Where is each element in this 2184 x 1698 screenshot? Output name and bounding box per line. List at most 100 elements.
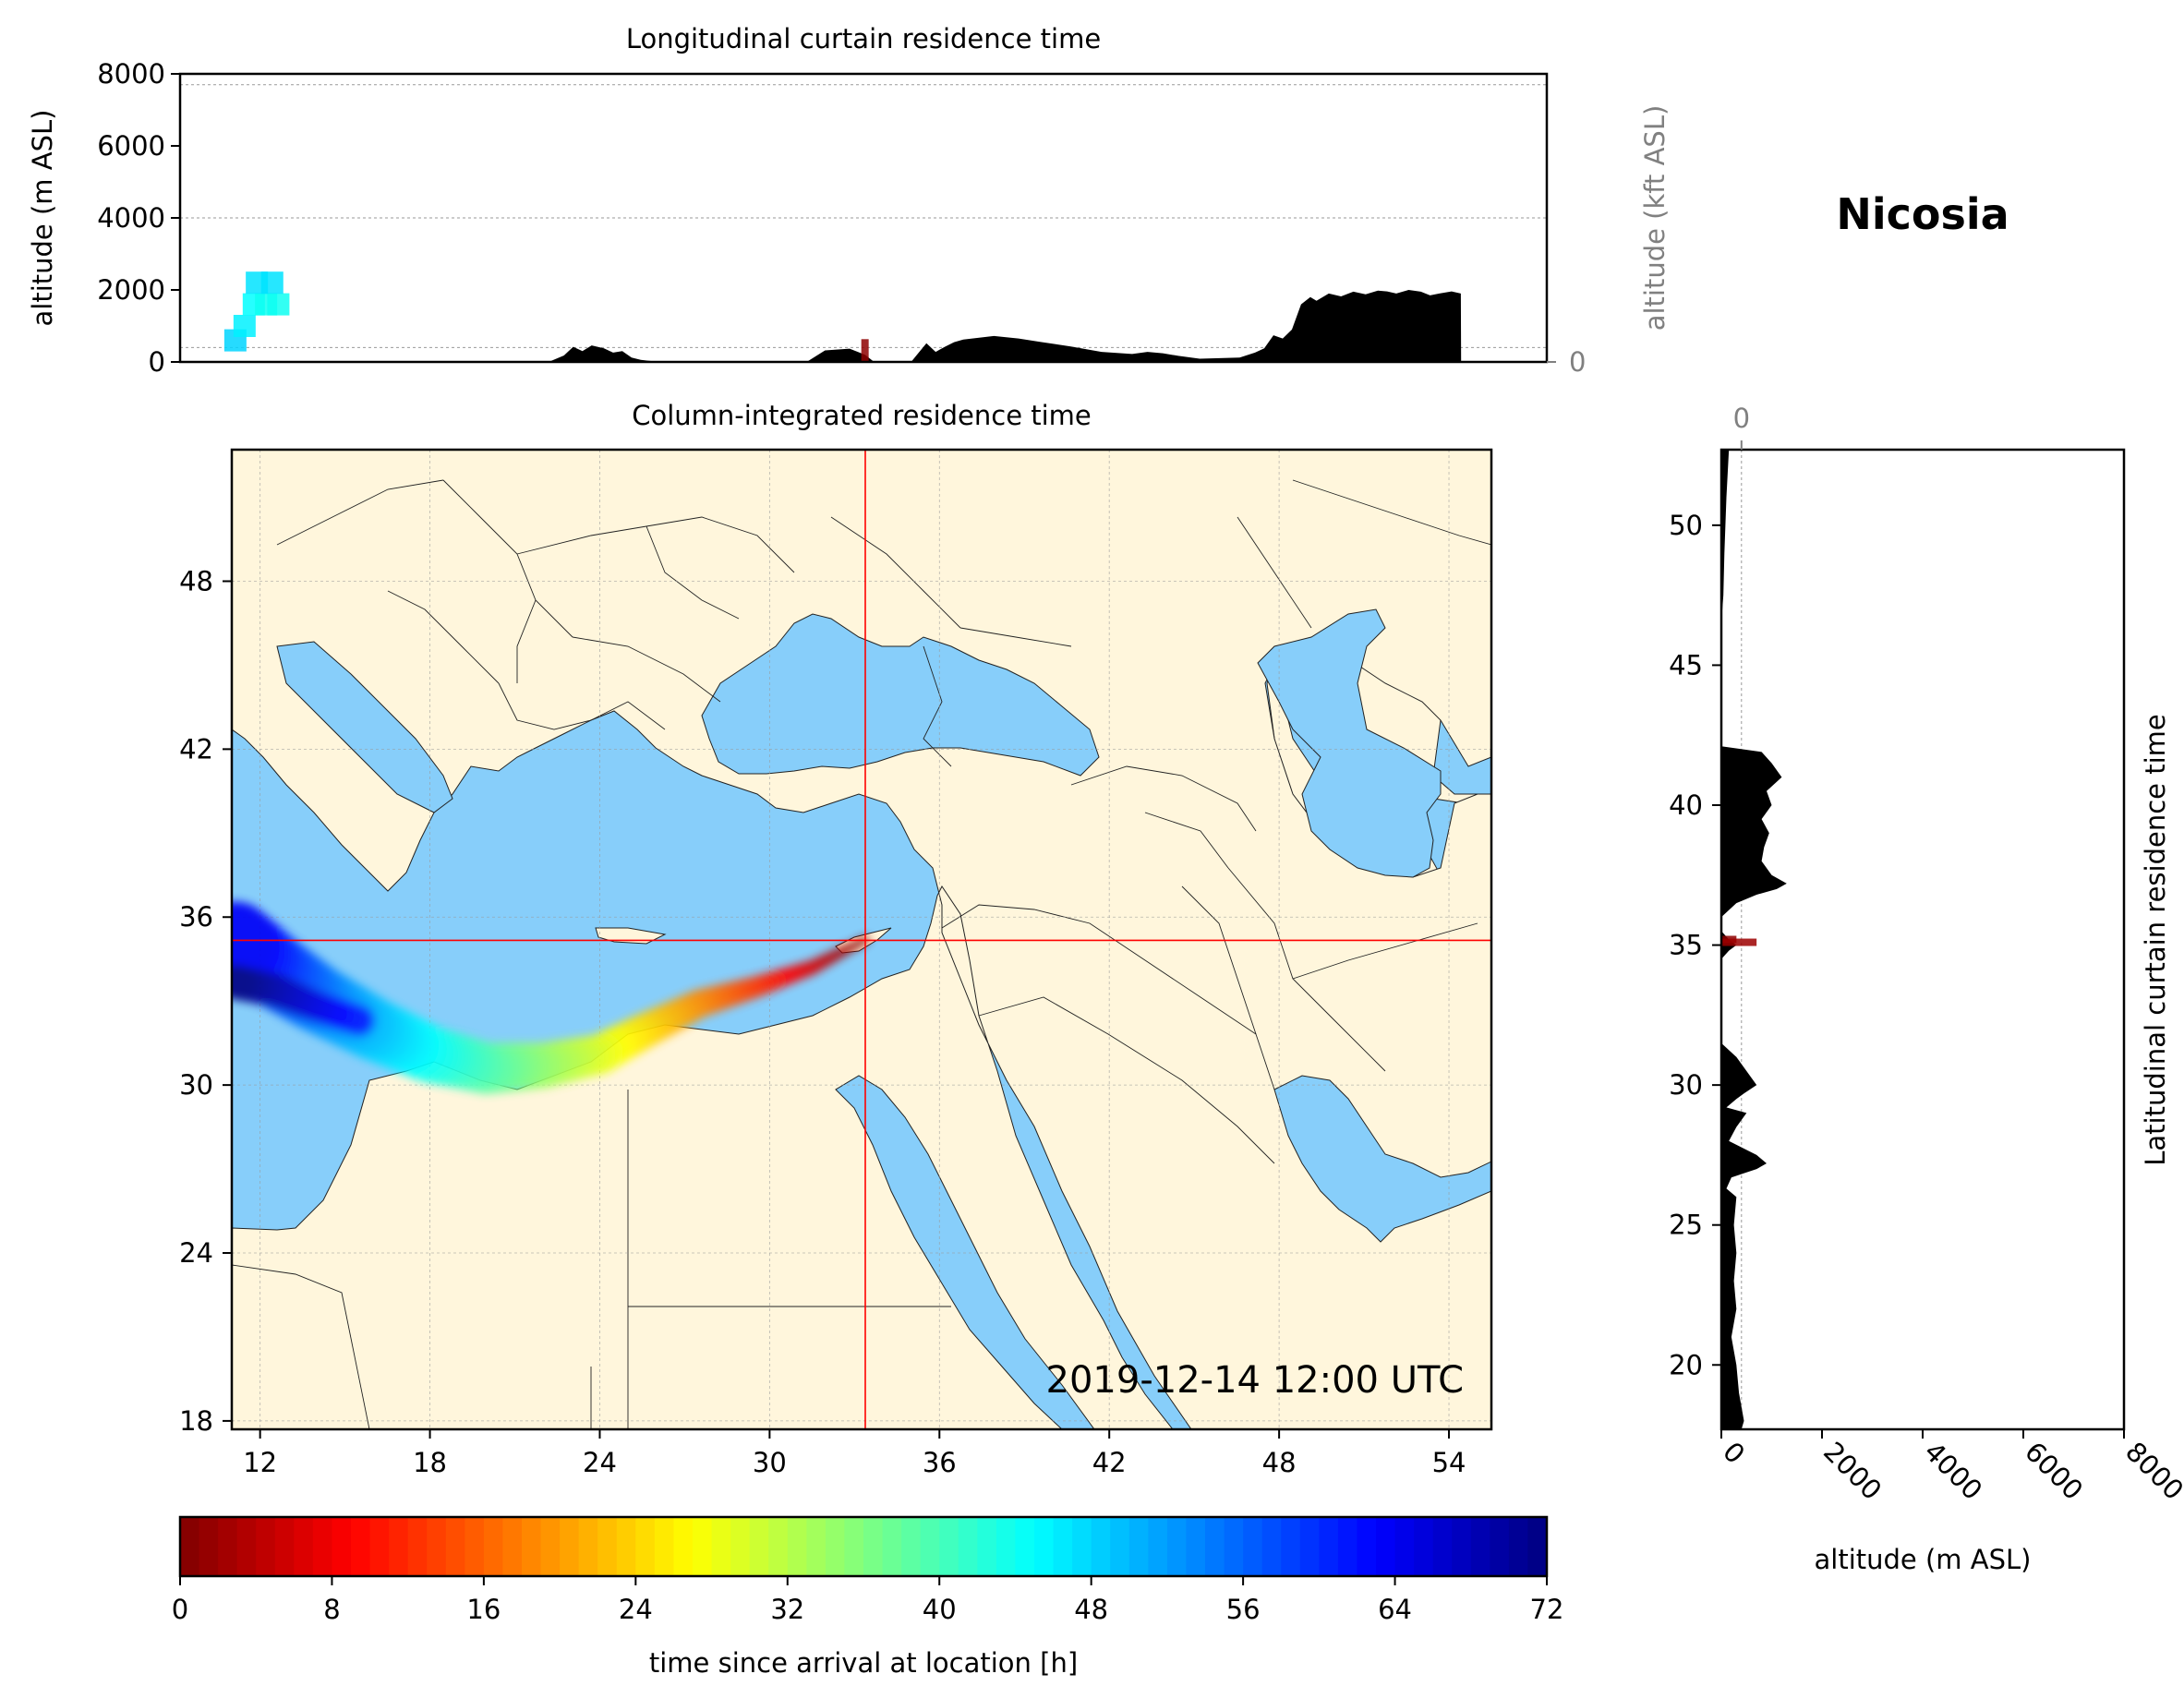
colorbar-block — [673, 1517, 694, 1576]
colorbar-block — [844, 1517, 864, 1576]
map-x-axis: 12 18 24 30 36 42 48 54 — [243, 1429, 1466, 1478]
map-xtick-label: 48 — [1262, 1447, 1297, 1478]
colorbar-block — [882, 1517, 902, 1576]
latitudinal-y-axis: 20 25 30 35 40 45 50 — [1669, 510, 1721, 1380]
latitudinal-xtick-label: 4000 — [1918, 1436, 1988, 1506]
longitudinal-secondary-y-axis: 050100 — [1547, 346, 1586, 378]
colorbar-block — [540, 1517, 561, 1576]
colorbar-block — [825, 1517, 846, 1576]
map-xtick-label: 42 — [1092, 1447, 1127, 1478]
longitudinal-ytick-right-label: 0 — [1569, 346, 1586, 378]
colorbar-block — [1261, 1517, 1282, 1576]
latitudinal-ytick-label: 50 — [1669, 510, 1703, 541]
latitudinal-ytick-label: 40 — [1669, 789, 1703, 821]
colorbar-block — [1166, 1517, 1188, 1576]
map-frame — [230, 448, 1493, 1431]
colorbar-block — [332, 1517, 352, 1576]
colorbar-block — [977, 1517, 997, 1576]
map-xtick-label: 30 — [753, 1447, 787, 1478]
adriatic-sea — [276, 641, 453, 813]
longitudinal-residence-cell — [260, 271, 284, 295]
map-xtick-label: 24 — [583, 1447, 617, 1478]
latitudinal-plot-area — [1721, 450, 2124, 1429]
colorbar-block — [389, 1517, 409, 1576]
map-xtick-label: 18 — [413, 1447, 447, 1478]
column-title: Column-integrated residence time — [632, 400, 1092, 431]
longitudinal-ytick-label: 2000 — [97, 274, 165, 306]
colorbar-block — [1470, 1517, 1490, 1576]
colorbar-block — [522, 1517, 542, 1576]
colorbar-tick-label: 0 — [172, 1594, 188, 1625]
colorbar-block — [1394, 1517, 1415, 1576]
colorbar-block — [654, 1517, 675, 1576]
colorbar-block — [616, 1517, 636, 1576]
residence-plume-point — [232, 965, 252, 1000]
latitudinal-ytick-label: 25 — [1669, 1210, 1703, 1241]
latitudinal-xlabel: altitude (m ASL) — [1815, 1544, 2032, 1575]
colorbar-label: time since arrival at location [h] — [649, 1647, 1078, 1679]
column-panel: Column-integrated residence time — [179, 400, 1493, 1478]
colorbar-tick-label: 48 — [1074, 1594, 1108, 1625]
longitudinal-ytick-label: 0 — [149, 346, 165, 378]
colorbar-block — [863, 1517, 884, 1576]
colorbar-block — [730, 1517, 751, 1576]
colorbar-block — [635, 1517, 656, 1576]
station-title: Nicosia — [1836, 189, 2009, 239]
residence-plume — [232, 901, 870, 1094]
colorbar-block — [483, 1517, 504, 1576]
latitudinal-residence-cells — [1721, 935, 1757, 946]
colorbar-block — [1490, 1517, 1510, 1576]
colorbar-block — [1337, 1517, 1358, 1576]
persian-gulf — [1273, 1075, 1491, 1243]
map-area — [232, 450, 1491, 1429]
colorbar-block — [768, 1517, 789, 1576]
latitudinal-xtick-label: 0 — [1717, 1436, 1751, 1470]
map-xtick-label: 54 — [1432, 1447, 1466, 1478]
latitudinal-xtick-top-label: 0 — [1733, 403, 1750, 434]
colorbar-blocks — [180, 1517, 1548, 1576]
latitudinal-xtick-label: 8000 — [2119, 1436, 2184, 1506]
latitudinal-residence-cell — [1721, 938, 1757, 946]
colorbar-block — [502, 1517, 523, 1576]
colorbar-block — [1015, 1517, 1035, 1576]
longitudinal-residence-cell — [267, 293, 290, 316]
latitudinal-xtick-label: 2000 — [1817, 1436, 1888, 1506]
colorbar-block — [369, 1517, 390, 1576]
colorbar-tick-label: 72 — [1530, 1594, 1564, 1625]
colorbar-block — [806, 1517, 827, 1576]
map-xtick-label: 12 — [243, 1447, 277, 1478]
longitudinal-ytick-label: 8000 — [97, 58, 165, 90]
colorbar-block — [711, 1517, 731, 1576]
map-ytick-label: 36 — [179, 901, 213, 933]
caspian-sea — [1257, 608, 1442, 878]
map-ytick-label: 48 — [179, 565, 213, 596]
colorbar-block — [749, 1517, 769, 1576]
colorbar-block — [1205, 1517, 1225, 1576]
colorbar-block — [1319, 1517, 1339, 1576]
longitudinal-title: Longitudinal curtain residence time — [626, 23, 1101, 54]
colorbar-block — [1357, 1517, 1377, 1576]
colorbar: 0 8 16 24 32 40 48 56 64 72 time since arrival at… — [172, 1515, 1564, 1679]
map-ytick-label: 42 — [179, 733, 213, 765]
longitudinal-ylabel: altitude (m ASL) — [27, 110, 58, 327]
latitudinal-xtick-label: 6000 — [2019, 1436, 2089, 1506]
colorbar-block — [312, 1517, 333, 1576]
colorbar-block — [180, 1517, 200, 1576]
latitudinal-x-axis: 0 2000 4000 6000 8000 — [1717, 1429, 2184, 1506]
latitudinal-ytick-label: 35 — [1669, 930, 1703, 961]
colorbar-block — [1414, 1517, 1434, 1576]
colorbar-block — [1376, 1517, 1396, 1576]
map-xtick-label: 36 — [923, 1447, 957, 1478]
colorbar-block — [787, 1517, 807, 1576]
longitudinal-ylabel-right: altitude (kft ASL) — [1639, 105, 1671, 331]
colorbar-block — [218, 1517, 238, 1576]
longitudinal-panel: Longitudinal curtain residence time 0 200… — [27, 23, 1671, 378]
country-borders — [232, 479, 1491, 1429]
land-main — [232, 450, 1491, 1429]
latitudinal-title: Latitudinal curtain residence time — [2140, 714, 2171, 1166]
map-ytick-label: 24 — [179, 1237, 213, 1269]
map-gridlines — [232, 450, 1491, 1429]
colorbar-block — [465, 1517, 485, 1576]
black-sea — [701, 613, 1100, 777]
colorbar-ticks: 0 8 16 24 32 40 48 56 64 72 — [172, 1576, 1564, 1625]
